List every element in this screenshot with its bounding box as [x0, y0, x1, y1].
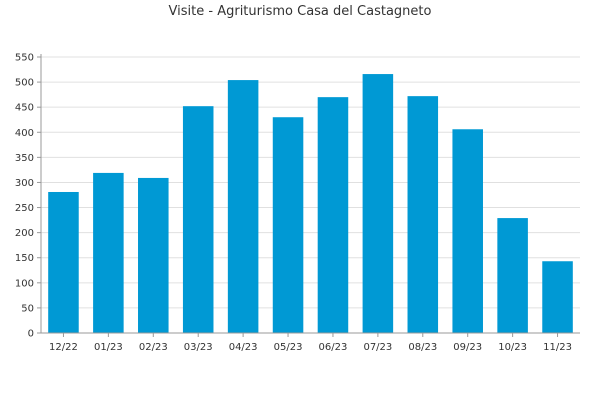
y-tick-label: 0	[28, 329, 34, 340]
x-tick-label: 08/23	[408, 342, 437, 353]
chart-title: Visite - Agriturismo Casa del Castagneto	[169, 4, 432, 19]
y-tick-label: 300	[15, 178, 34, 189]
x-tick-labels: 12/22 01/23 02/23 03/23 04/23 05/23 06/23 07/23…	[49, 342, 572, 353]
y-tick-label: 500	[15, 78, 34, 89]
y-tick-label: 450	[15, 103, 34, 114]
bar-01-23	[93, 172, 124, 333]
y-tick-label: 200	[15, 228, 34, 239]
bar-12-22	[48, 191, 79, 333]
y-tick-label: 50	[21, 303, 34, 314]
y-tick-label: 400	[15, 128, 34, 139]
grid-lines	[41, 56, 580, 309]
x-tick-label: 05/23	[274, 342, 303, 353]
y-tick-label: 100	[15, 278, 34, 289]
bar-06-23	[317, 97, 349, 334]
x-tick-label: 11/23	[543, 342, 572, 353]
x-tick-label: 02/23	[139, 342, 168, 353]
bar-07-23	[362, 74, 394, 333]
bar-10-23	[497, 218, 528, 333]
y-tick-label: 550	[15, 53, 34, 64]
y-tick-label: 150	[15, 253, 34, 264]
bar-03-23	[182, 106, 214, 334]
bar-08-23	[407, 96, 439, 333]
x-tick-label: 12/22	[49, 342, 78, 353]
bar-05-23	[272, 117, 304, 333]
y-tick-label: 350	[15, 153, 34, 164]
bar-09-23	[452, 129, 483, 333]
x-tick-label: 01/23	[94, 342, 123, 353]
x-tick-label: 10/23	[498, 342, 527, 353]
bar-04-23	[227, 80, 259, 333]
x-tick-label: 04/23	[229, 342, 258, 353]
bar-11-23	[542, 261, 573, 333]
bars	[48, 74, 573, 334]
y-tick-labels: 0 50 100 150 200 250 300 350 400 450 500 550	[15, 53, 34, 340]
axes	[37, 54, 580, 337]
x-tick-label: 03/23	[184, 342, 213, 353]
bar-02-23	[138, 177, 169, 333]
x-tick-label: 07/23	[363, 342, 392, 353]
y-tick-label: 250	[15, 203, 34, 214]
x-tick-label: 09/23	[453, 342, 482, 353]
x-tick-label: 06/23	[319, 342, 348, 353]
